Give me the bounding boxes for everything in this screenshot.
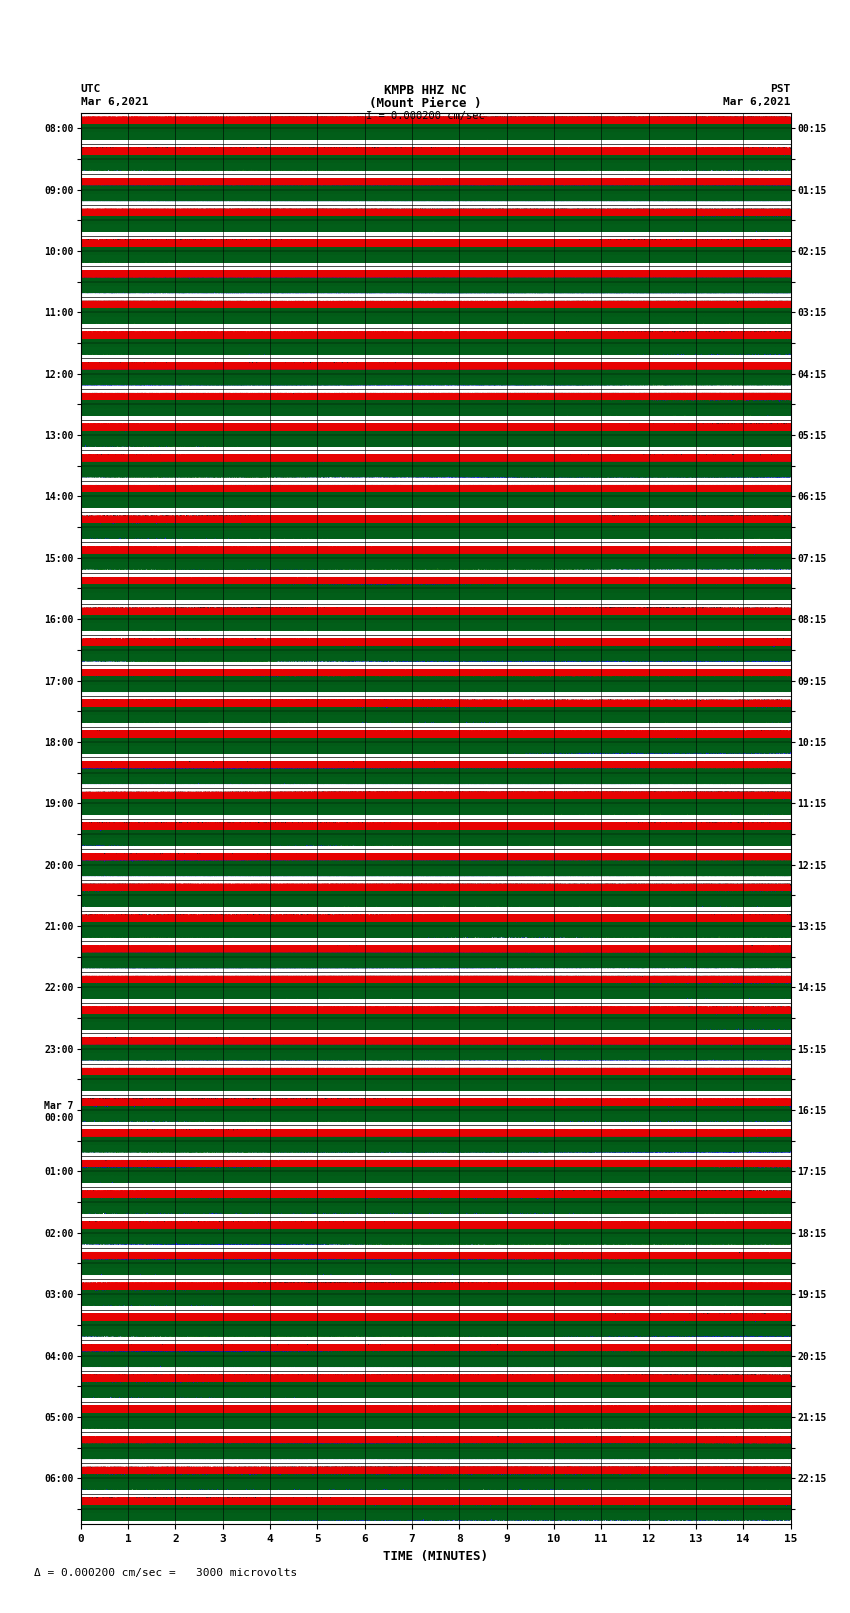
Text: PST: PST xyxy=(770,84,790,94)
Text: I = 0.000200 cm/sec: I = 0.000200 cm/sec xyxy=(366,111,484,121)
Text: Δ = 0.000200 cm/sec =   3000 microvolts: Δ = 0.000200 cm/sec = 3000 microvolts xyxy=(34,1568,298,1578)
Text: (Mount Pierce ): (Mount Pierce ) xyxy=(369,97,481,110)
Text: UTC: UTC xyxy=(81,84,101,94)
Text: KMPB HHZ NC: KMPB HHZ NC xyxy=(383,84,467,97)
Text: Mar 6,2021: Mar 6,2021 xyxy=(81,97,148,106)
Text: Mar 6,2021: Mar 6,2021 xyxy=(723,97,791,106)
X-axis label: TIME (MINUTES): TIME (MINUTES) xyxy=(383,1550,488,1563)
